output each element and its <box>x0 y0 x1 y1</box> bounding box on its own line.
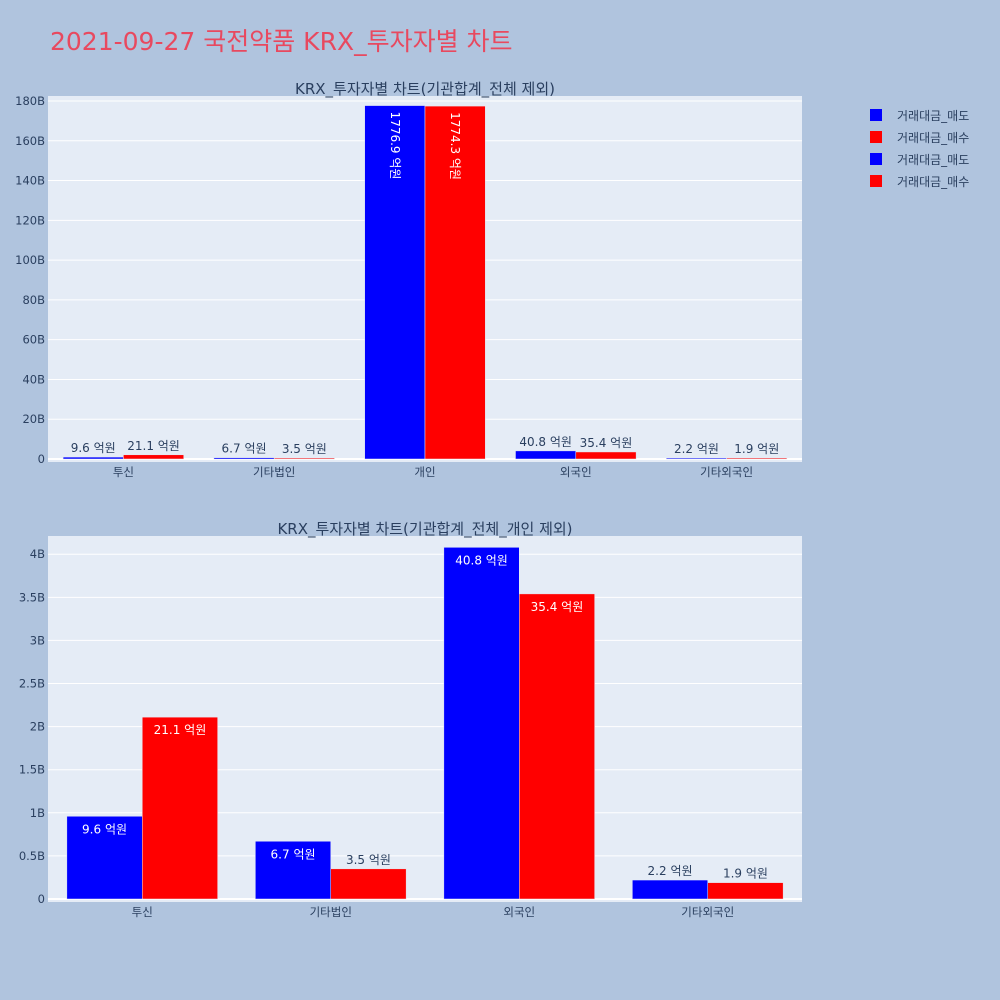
bar <box>142 716 218 900</box>
bar-value-label: 9.6 억원 <box>71 441 116 455</box>
bar <box>632 879 708 900</box>
x-tick-label: 외국인 <box>560 465 592 479</box>
x-tick-label: 개인 <box>414 465 435 479</box>
bar-value-label: 35.4 억원 <box>580 436 633 450</box>
bar <box>707 882 784 900</box>
y-tick-label: 160B <box>15 134 45 148</box>
bar <box>123 454 184 460</box>
bar-value-label: 1.9 억원 <box>734 442 779 456</box>
y-tick-label: 180B <box>15 94 45 108</box>
y-tick-label: 0 <box>38 452 45 466</box>
y-tick-label: 0.5B <box>19 849 45 863</box>
legend-swatch <box>870 153 882 165</box>
x-tick-label: 투신 <box>132 905 153 919</box>
bar-value-label: 6.7 억원 <box>271 847 316 861</box>
page-title: 2021-09-27 국전약품 KRX_투자자별 차트 <box>50 27 513 56</box>
legend: 거래대금_매도 거래대금_매수 거래대금_매도 거래대금_매수 <box>870 104 969 192</box>
bar <box>330 868 407 900</box>
chart-2: 0 0.5B 1B 1.5B 2B 2.5B 3B 3.5B 4B KRX_투자자별 차트(기관합… <box>19 520 802 919</box>
y-tick-label: 3.5B <box>19 590 45 604</box>
bar <box>575 451 637 460</box>
bar <box>66 816 143 900</box>
bar <box>519 593 595 900</box>
bar-value-label: 2.2 억원 <box>674 442 719 456</box>
chart-1: 0 20B 40B 60B 80B 100B 120B 140B 160B 180B KRX_투자자… <box>15 80 802 479</box>
legend-label: 거래대금_매수 <box>897 174 970 189</box>
legend-item[interactable]: 거래대금_매도 <box>870 148 969 170</box>
bar-value-label: 1774.3 억원 <box>448 112 462 180</box>
bar-value-label: 2.2 억원 <box>648 864 693 878</box>
bar <box>255 841 332 900</box>
legend-swatch <box>870 109 882 121</box>
bar-value-label: 21.1 억원 <box>127 439 180 453</box>
bar <box>515 450 577 460</box>
bar-value-label: 9.6 억원 <box>82 822 127 836</box>
y-tick-label: 3B <box>30 633 45 647</box>
bar-value-label: 40.8 억원 <box>455 553 508 567</box>
bar <box>62 456 124 460</box>
y-tick-label: 60B <box>22 333 45 347</box>
bar-value-label: 3.5 억원 <box>282 442 327 456</box>
bar-value-label: 6.7 억원 <box>222 442 267 456</box>
y-tick-label: 1B <box>30 806 45 820</box>
y-tick-label: 20B <box>22 412 45 426</box>
bar-value-label: 1776.9 억원 <box>388 112 402 180</box>
legend-label: 거래대금_매도 <box>897 108 970 123</box>
legend-item[interactable]: 거래대금_매수 <box>870 170 969 192</box>
bar <box>213 457 275 460</box>
legend-item[interactable]: 거래대금_매도 <box>870 104 969 126</box>
bar-value-label: 3.5 억원 <box>346 853 391 867</box>
legend-label: 거래대금_매도 <box>897 152 970 167</box>
y-tick-label: 100B <box>15 253 45 267</box>
x-tick-label: 외국인 <box>503 905 535 919</box>
legend-item[interactable]: 거래대금_매수 <box>870 126 969 148</box>
bar <box>726 457 788 460</box>
y-tick-label: 1.5B <box>19 763 45 777</box>
x-tick-label: 기타외국인 <box>700 465 753 479</box>
legend-label: 거래대금_매수 <box>897 130 970 145</box>
y-tick-label: 0 <box>38 892 45 906</box>
y-tick-label: 120B <box>15 213 45 227</box>
bar <box>364 105 426 460</box>
y-tick-label: 2.5B <box>19 677 45 691</box>
bar <box>443 547 520 900</box>
chart-title: KRX_투자자별 차트(기관합계_전체 제외) <box>295 80 555 99</box>
y-tick-label: 140B <box>15 174 45 188</box>
x-tick-label: 기타법인 <box>310 905 352 919</box>
bar <box>273 457 335 460</box>
x-tick-label: 기타외국인 <box>681 905 734 919</box>
x-tick-label: 기타법인 <box>253 465 295 479</box>
chart-title: KRX_투자자별 차트(기관합계_전체_개인 제외) <box>277 520 572 539</box>
bar-value-label: 35.4 억원 <box>531 600 584 614</box>
y-tick-label: 2B <box>30 720 45 734</box>
y-tick-label: 4B <box>30 547 45 561</box>
bar-value-label: 40.8 억원 <box>519 435 572 449</box>
bar <box>424 105 486 460</box>
y-tick-label: 80B <box>22 293 45 307</box>
bar-value-label: 21.1 억원 <box>154 723 207 737</box>
y-tick-label: 40B <box>22 372 45 386</box>
bar-value-label: 1.9 억원 <box>723 867 768 881</box>
bar <box>666 457 727 460</box>
legend-swatch <box>870 175 882 187</box>
legend-swatch <box>870 131 882 143</box>
x-tick-label: 투신 <box>113 465 134 479</box>
